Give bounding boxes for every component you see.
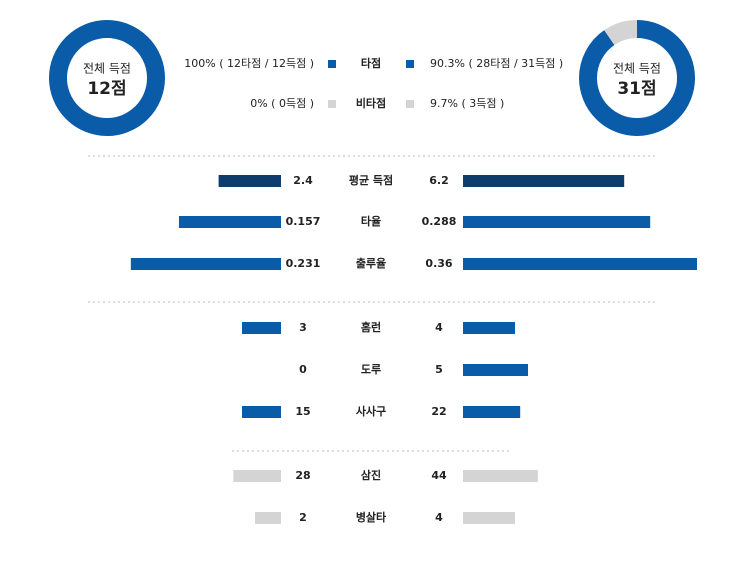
value-right: 4 — [435, 511, 443, 524]
value-left: 28 — [295, 469, 310, 482]
value-left: 0.157 — [286, 215, 321, 228]
row-name: 사사구 — [356, 404, 386, 418]
legend-swatch — [328, 60, 336, 68]
row-name: 병살타 — [356, 510, 387, 524]
row-name: 홈런 — [361, 320, 381, 334]
legend-left: 100% ( 12타점 / 12득점 ) — [184, 57, 314, 70]
legend-swatch — [406, 100, 414, 108]
donut-label: 전체 득점 — [613, 62, 661, 76]
value-right: 0.36 — [425, 257, 452, 270]
row-name: 도루 — [361, 363, 381, 376]
donut-label: 전체 득점 — [83, 62, 131, 76]
value-right: 4 — [435, 321, 443, 334]
bar-right — [463, 322, 515, 334]
legend-name: 비타점 — [356, 96, 386, 110]
legend-right: 90.3% ( 28타점 / 31득점 ) — [430, 57, 563, 70]
legend-name: 타점 — [361, 56, 381, 70]
value-left: 0.231 — [286, 257, 321, 270]
value-right: 5 — [435, 363, 443, 376]
value-right: 44 — [431, 469, 447, 482]
legend-swatch — [328, 100, 336, 108]
bar-right — [463, 470, 538, 482]
bar-right — [463, 512, 515, 524]
donut-segment — [579, 20, 695, 136]
bar-left — [218, 175, 281, 187]
value-left: 2 — [299, 511, 307, 524]
bar-right — [463, 364, 528, 376]
row-name: 출루율 — [356, 256, 386, 270]
row-name: 평균 득점 — [349, 173, 393, 187]
bar-left — [178, 216, 281, 228]
value-left: 0 — [299, 363, 307, 376]
donut-segment — [579, 20, 695, 136]
row-name: 타율 — [361, 214, 381, 228]
value-left: 3 — [299, 321, 307, 334]
row-name: 삼진 — [361, 468, 381, 482]
value-left: 15 — [295, 405, 310, 418]
bar-right — [463, 175, 625, 187]
bar-right — [463, 258, 697, 270]
bar-right — [463, 406, 521, 418]
value-left: 2.4 — [293, 174, 313, 187]
legend-left: 0% ( 0득점 ) — [250, 97, 314, 110]
value-right: 22 — [431, 405, 446, 418]
bar-left — [130, 258, 281, 270]
bar-left — [255, 512, 281, 524]
bar-left — [242, 406, 281, 418]
bar-left — [233, 470, 281, 482]
bar-right — [463, 216, 651, 228]
donut-segment — [49, 20, 165, 136]
donut-total: 12점 — [87, 79, 126, 99]
value-right: 6.2 — [429, 174, 449, 187]
value-right: 0.288 — [422, 215, 457, 228]
legend-swatch — [406, 60, 414, 68]
legend-right: 9.7% ( 3득점 ) — [430, 97, 504, 110]
bar-left — [242, 322, 281, 334]
donut-total: 31점 — [617, 79, 656, 99]
